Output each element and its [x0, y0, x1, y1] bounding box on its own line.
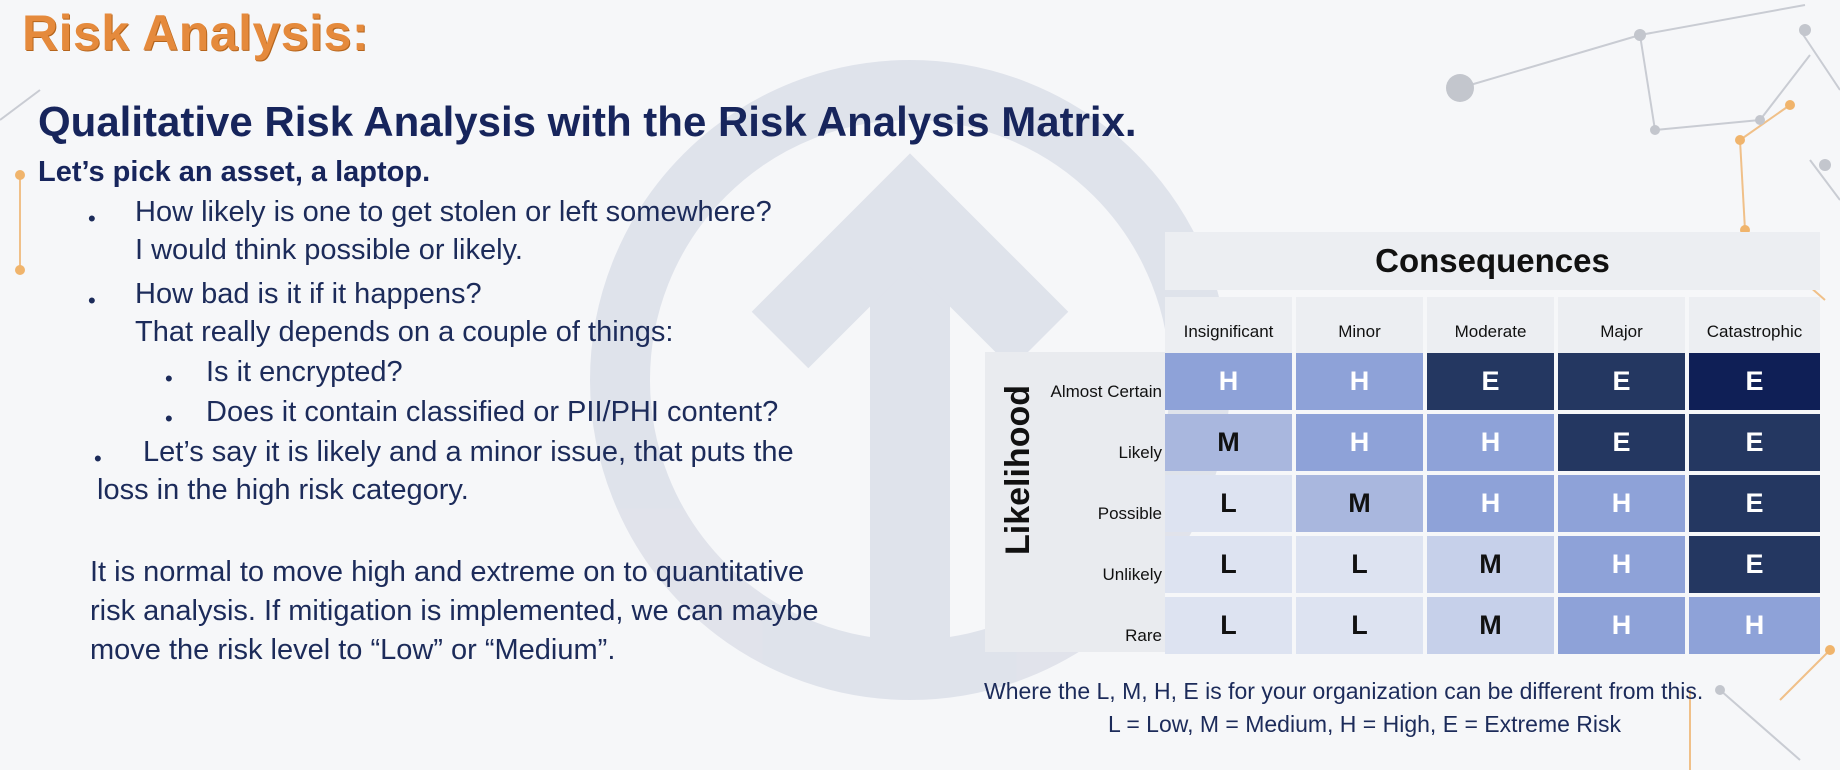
matrix-cell: H — [1558, 597, 1685, 654]
matrix-cell: M — [1296, 475, 1423, 532]
matrix-cell: L — [1165, 536, 1292, 593]
bullet-continuation: loss in the high risk category. — [97, 474, 469, 506]
matrix-cell: H — [1165, 353, 1292, 410]
matrix-cell: L — [1296, 536, 1423, 593]
matrix-cell: L — [1165, 597, 1292, 654]
matrix-cell: M — [1427, 536, 1554, 593]
matrix-cell: L — [1165, 475, 1292, 532]
slide-title: Risk Analysis: — [22, 5, 369, 61]
bullet-continuation: That really depends on a couple of thing… — [135, 316, 674, 348]
lead-text: Let’s pick an asset, a laptop. — [38, 156, 431, 188]
matrix-cell: E — [1689, 414, 1820, 471]
matrix-cell: E — [1689, 353, 1820, 410]
likelihood-label: Likelihood — [999, 385, 1037, 555]
row-header-likely: Likely — [1118, 443, 1162, 462]
sub-bullet-text: Does it contain classified or PII/PHI co… — [206, 396, 779, 428]
matrix-note: Where the L, M, H, E is for your organiz… — [984, 678, 1704, 704]
sub-bullet-dot: • — [165, 366, 173, 391]
slide-subtitle: Qualitative Risk Analysis with the Risk … — [38, 98, 1137, 145]
matrix-cell: H — [1427, 414, 1554, 471]
sub-bullet-dot: • — [165, 406, 173, 431]
matrix-cell: H — [1427, 475, 1554, 532]
row-header-unlikely: Unlikely — [1102, 565, 1162, 584]
row-header-rare: Rare — [1125, 626, 1162, 645]
column-header-insignificant: Insignificant — [1165, 297, 1292, 353]
matrix-cell: E — [1689, 536, 1820, 593]
bullet-dot: • — [94, 446, 102, 471]
matrix-cell: E — [1689, 475, 1820, 532]
matrix-cell: M — [1165, 414, 1292, 471]
matrix-cell: E — [1427, 353, 1554, 410]
paragraph-line: risk analysis. If mitigation is implemen… — [90, 595, 819, 627]
matrix-cell: H — [1296, 414, 1423, 471]
column-header-major: Major — [1558, 297, 1685, 353]
column-header-moderate: Moderate — [1427, 297, 1554, 353]
column-header-catastrophic: Catastrophic — [1689, 297, 1820, 353]
paragraph-line: It is normal to move high and extreme on… — [90, 556, 805, 588]
row-header-possible: Possible — [1097, 504, 1162, 523]
matrix-cell: H — [1558, 536, 1685, 593]
likelihood-panel — [985, 352, 1165, 652]
bullet-dot: • — [88, 288, 96, 313]
sub-bullet-text: Is it encrypted? — [206, 356, 403, 388]
matrix-cell: M — [1427, 597, 1554, 654]
row-header-almost-certain: Almost Certain — [1050, 382, 1162, 401]
bullet-text: How likely is one to get stolen or left … — [135, 196, 772, 228]
matrix-cell: L — [1296, 597, 1423, 654]
network-lines — [0, 4, 1840, 761]
matrix-cell: E — [1558, 414, 1685, 471]
matrix-cell: E — [1558, 353, 1685, 410]
bullet-continuation: I would think possible or likely. — [135, 234, 523, 266]
bullet-dot: • — [88, 206, 96, 231]
matrix-cell: H — [1558, 475, 1685, 532]
bullet-text: How bad is it if it happens? — [135, 278, 482, 310]
matrix-cell: H — [1296, 353, 1423, 410]
bullet-text: Let’s say it is likely and a minor issue… — [143, 436, 794, 468]
network-nodes — [1446, 24, 1831, 695]
consequences-header: Consequences — [1165, 232, 1820, 290]
network-nodes-orange — [15, 100, 1835, 655]
matrix-legend: L = Low, M = Medium, H = High, E = Extre… — [1108, 711, 1622, 737]
column-header-minor: Minor — [1296, 297, 1423, 353]
matrix-cell: H — [1689, 597, 1820, 654]
paragraph-line: move the risk level to “Low” or “Medium”… — [90, 634, 616, 666]
